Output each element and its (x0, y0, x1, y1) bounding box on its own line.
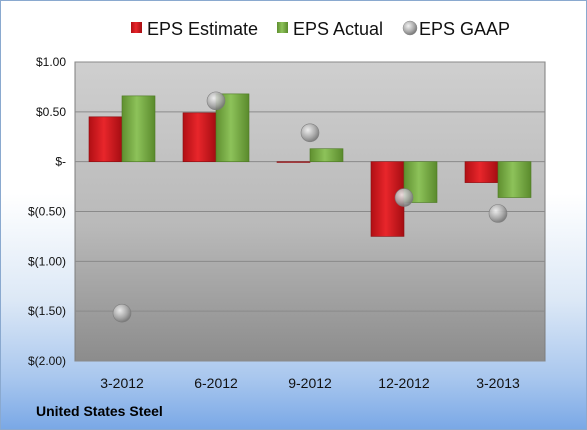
y-tick-label: $(1.00) (28, 254, 66, 268)
legend-swatch (131, 22, 142, 33)
y-tick-label: $(2.00) (28, 354, 66, 368)
gaap-markers (112, 91, 508, 323)
bar-eps-estimate (276, 161, 311, 163)
legend: EPS Estimate EPS Actual EPS GAAP (131, 19, 510, 39)
bar-eps-estimate (464, 161, 499, 183)
y-tick-label: $1.00 (36, 55, 66, 69)
bar-eps-actual (121, 95, 156, 162)
x-tick-label: 6-2012 (194, 375, 238, 391)
bars (88, 93, 532, 237)
x-tick-label: 3-2013 (476, 375, 520, 391)
y-tick-label: $(0.50) (28, 205, 66, 219)
bar-eps-estimate (182, 112, 217, 162)
gaap-point (300, 123, 320, 143)
y-axis-ticks: $1.00 $0.50 $- $(0.50) $(1.00) $(1.50) $(2.00) (28, 55, 66, 368)
bar-eps-actual (497, 161, 532, 198)
legend-swatch (277, 22, 288, 33)
legend-label: EPS GAAP (419, 19, 510, 39)
legend-swatch (402, 20, 418, 36)
gaap-point (112, 303, 132, 323)
gaap-point (206, 91, 226, 111)
bar-eps-actual (403, 161, 438, 203)
gaap-point (488, 204, 508, 223)
y-tick-label: $(1.50) (28, 304, 66, 318)
y-tick-label: $0.50 (36, 105, 66, 119)
company-name: United States Steel (36, 403, 163, 419)
bar-eps-estimate (88, 116, 123, 162)
x-tick-label: 12-2012 (378, 375, 430, 391)
legend-label: EPS Estimate (147, 19, 258, 39)
legend-label: EPS Actual (293, 19, 383, 39)
gaap-point (394, 188, 414, 207)
y-tick-label: $- (55, 155, 66, 169)
x-tick-label: 9-2012 (288, 375, 332, 391)
x-tick-label: 3-2012 (100, 375, 144, 391)
x-axis-ticks: 3-2012 6-2012 9-2012 12-2012 3-2013 (100, 375, 520, 391)
bar-eps-actual (309, 148, 344, 162)
